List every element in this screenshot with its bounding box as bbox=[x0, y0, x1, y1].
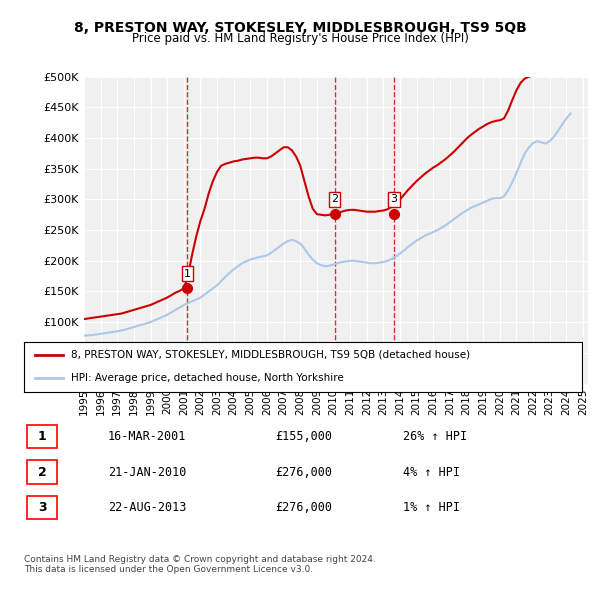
FancyBboxPatch shape bbox=[27, 460, 58, 484]
Text: 1% ↑ HPI: 1% ↑ HPI bbox=[403, 501, 460, 514]
Text: £276,000: £276,000 bbox=[275, 501, 332, 514]
Text: 1: 1 bbox=[184, 268, 191, 278]
Text: 8, PRESTON WAY, STOKESLEY, MIDDLESBROUGH, TS9 5QB: 8, PRESTON WAY, STOKESLEY, MIDDLESBROUGH… bbox=[74, 21, 526, 35]
Text: 22-AUG-2013: 22-AUG-2013 bbox=[108, 501, 186, 514]
FancyBboxPatch shape bbox=[27, 425, 58, 448]
Text: £276,000: £276,000 bbox=[275, 466, 332, 478]
Text: 16-MAR-2001: 16-MAR-2001 bbox=[108, 430, 186, 443]
Text: 2: 2 bbox=[38, 466, 47, 478]
Text: 3: 3 bbox=[38, 501, 47, 514]
Text: HPI: Average price, detached house, North Yorkshire: HPI: Average price, detached house, Nort… bbox=[71, 373, 344, 384]
Text: 26% ↑ HPI: 26% ↑ HPI bbox=[403, 430, 467, 443]
Text: 1: 1 bbox=[38, 430, 47, 443]
Text: 8, PRESTON WAY, STOKESLEY, MIDDLESBROUGH, TS9 5QB (detached house): 8, PRESTON WAY, STOKESLEY, MIDDLESBROUGH… bbox=[71, 350, 470, 360]
Text: Contains HM Land Registry data © Crown copyright and database right 2024.
This d: Contains HM Land Registry data © Crown c… bbox=[24, 555, 376, 574]
Text: 4% ↑ HPI: 4% ↑ HPI bbox=[403, 466, 460, 478]
Text: Price paid vs. HM Land Registry's House Price Index (HPI): Price paid vs. HM Land Registry's House … bbox=[131, 32, 469, 45]
FancyBboxPatch shape bbox=[27, 496, 58, 519]
Text: 3: 3 bbox=[391, 194, 398, 204]
Text: £155,000: £155,000 bbox=[275, 430, 332, 443]
Text: 21-JAN-2010: 21-JAN-2010 bbox=[108, 466, 186, 478]
Text: 2: 2 bbox=[331, 194, 338, 204]
